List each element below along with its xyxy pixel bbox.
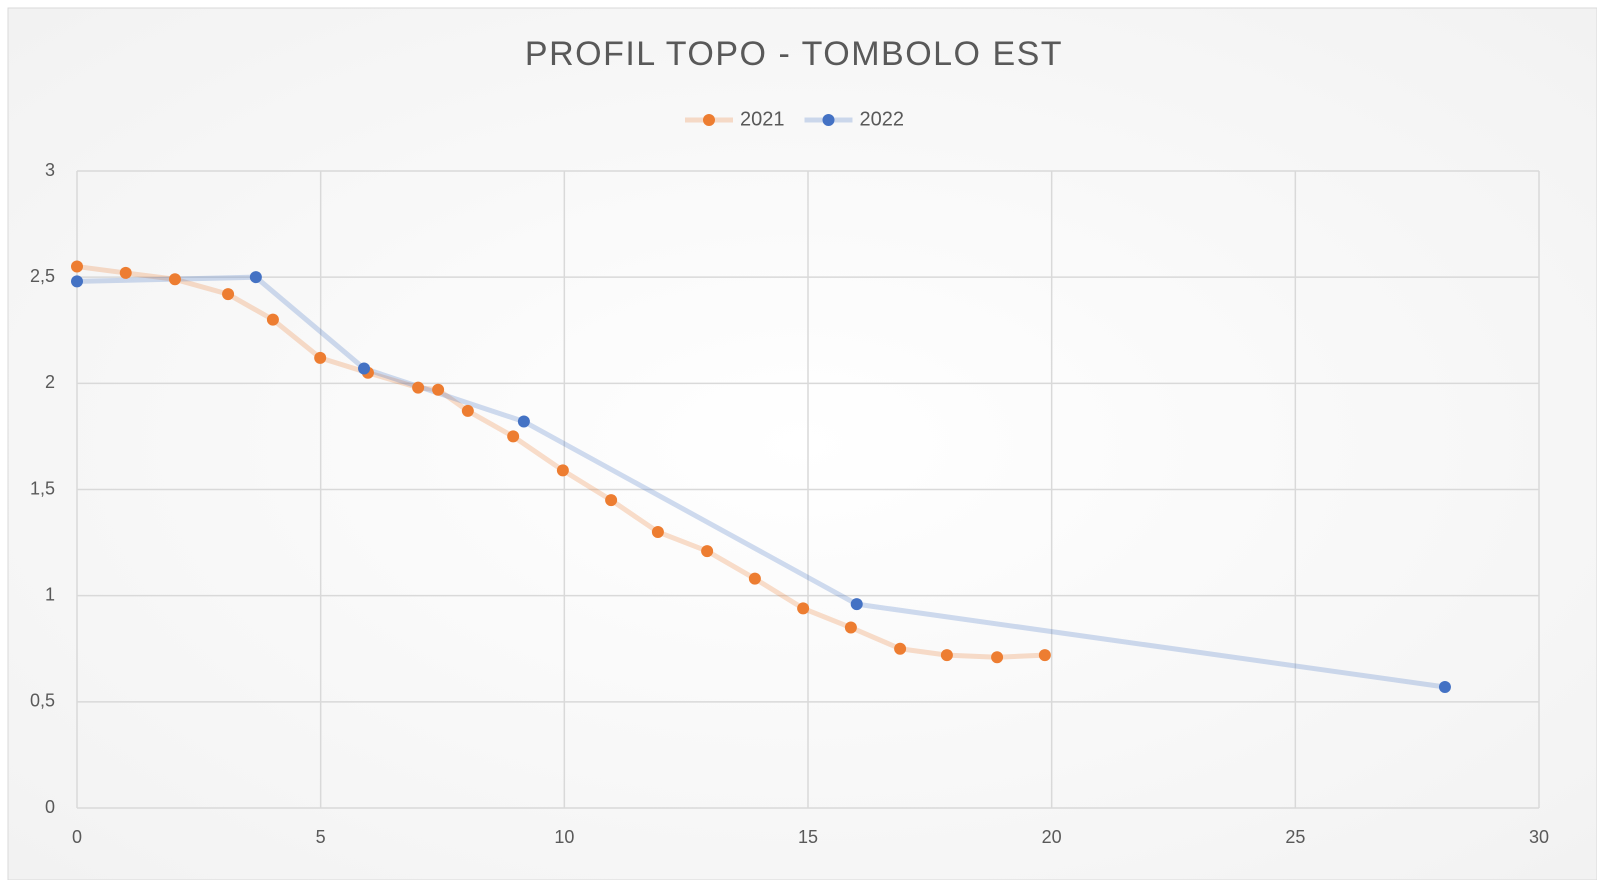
- y-tick-label: 3: [45, 160, 55, 180]
- point: [701, 545, 714, 558]
- y-tick-label: 1,5: [30, 478, 55, 498]
- x-tick-label: 15: [798, 827, 818, 847]
- series-line: [76, 274, 1446, 690]
- point: [71, 275, 83, 288]
- y-tick-label: 0,5: [30, 691, 55, 711]
- chart-frame: [7, 7, 1597, 880]
- x-tick-label: 25: [1285, 827, 1305, 847]
- point: [461, 404, 474, 417]
- point: [168, 273, 181, 286]
- point: [991, 651, 1004, 664]
- point: [412, 381, 425, 394]
- x-tick-label: 5: [316, 827, 326, 847]
- point: [844, 621, 857, 634]
- x-tick-label: 20: [1042, 827, 1062, 847]
- point: [651, 525, 664, 538]
- point: [517, 415, 530, 428]
- y-tick-label: 2: [45, 372, 55, 392]
- point: [797, 602, 810, 615]
- y-tick-label: 1: [45, 584, 55, 604]
- chart-title: PROFIL TOPO - TOMBOLO EST: [525, 35, 1063, 73]
- legend-marker: [703, 114, 715, 126]
- legend-marker: [822, 114, 835, 126]
- point: [432, 383, 445, 396]
- point: [266, 313, 279, 326]
- series-line: [76, 264, 1045, 660]
- point: [940, 649, 953, 662]
- point: [748, 572, 761, 585]
- point: [1438, 680, 1451, 693]
- x-tick-label: 30: [1529, 827, 1549, 847]
- point: [314, 351, 327, 364]
- point: [1038, 649, 1051, 662]
- point: [850, 598, 863, 611]
- point: [222, 288, 235, 301]
- point: [556, 464, 569, 477]
- point: [249, 271, 262, 284]
- point: [605, 494, 618, 507]
- y-tick-label: 0: [45, 797, 55, 817]
- y-tick-label: 2,5: [30, 266, 55, 286]
- x-tick-label: 10: [554, 827, 574, 847]
- point: [894, 642, 907, 655]
- point: [119, 266, 132, 279]
- x-tick-label: 0: [72, 827, 82, 847]
- legend: 2021 2022: [685, 108, 904, 130]
- point: [507, 430, 520, 443]
- legend-label: 2021: [740, 108, 785, 130]
- legend-label: 2022: [860, 108, 905, 130]
- point: [358, 362, 371, 375]
- point: [71, 260, 83, 273]
